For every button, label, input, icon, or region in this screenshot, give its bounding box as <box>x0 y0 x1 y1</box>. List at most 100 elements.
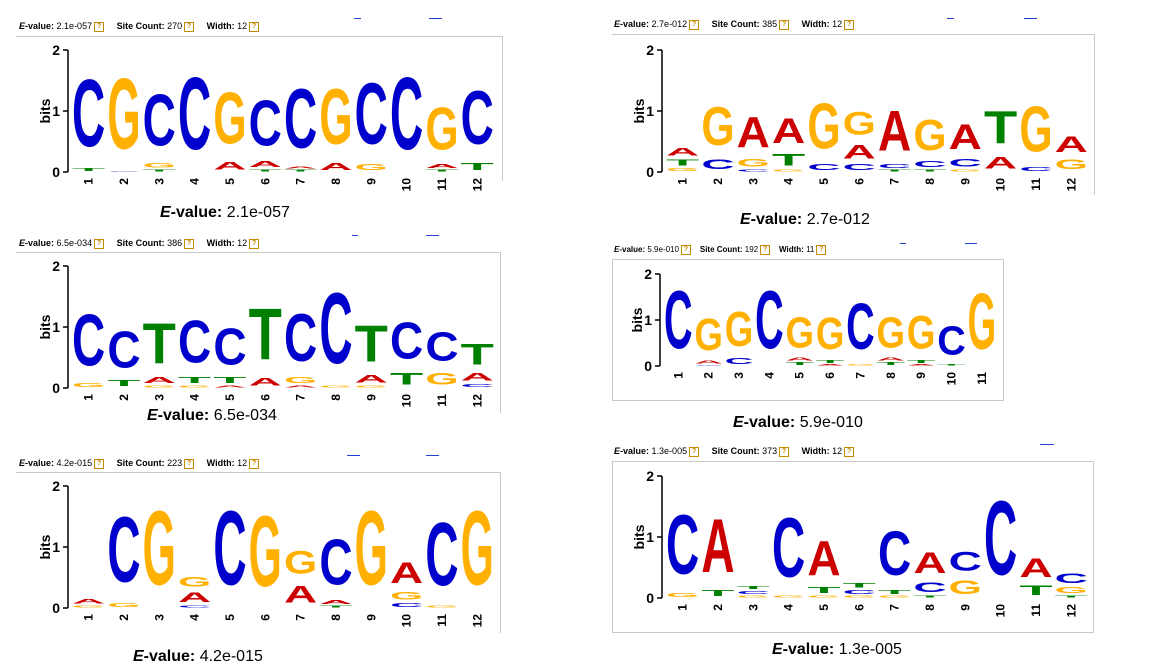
toolbar-dash-icon[interactable] <box>352 235 358 236</box>
logo-letter-C: C <box>846 291 875 364</box>
logo-letter-C: C <box>355 65 388 163</box>
position-label: 5 <box>817 178 831 185</box>
site-count-help-icon[interactable]: ? <box>779 446 790 457</box>
logo-letter-G: G <box>284 545 317 581</box>
width-help-icon[interactable]: ? <box>249 458 260 469</box>
toolbar-dash-icon[interactable] <box>426 455 439 456</box>
width-label: Width: <box>779 245 804 255</box>
logo-letter-A: A <box>319 599 352 605</box>
logo-letter-C: C <box>178 605 211 608</box>
logo-letter-T: T <box>249 169 283 172</box>
evalue-label: -value: <box>620 19 650 29</box>
toolbar-dash-icon[interactable] <box>947 18 954 19</box>
logo-letter-G: G <box>949 577 982 598</box>
caption-evalue: 5.9e-010 <box>799 414 863 431</box>
evalue-value: 1.3e-005 <box>651 446 688 456</box>
logo-letter-G: G <box>107 59 140 171</box>
logo-letter-C: C <box>390 313 423 370</box>
y-tick-label: 1 <box>52 103 60 119</box>
logo-letter-G: G <box>143 385 176 388</box>
width-help-icon[interactable]: ? <box>816 245 827 255</box>
logo-letter-C: C <box>284 300 317 376</box>
logo-letter-T: T <box>461 338 494 371</box>
logo-letter-A: A <box>425 163 458 169</box>
y-tick-label: 0 <box>646 164 654 180</box>
width-help-icon[interactable]: ? <box>249 238 260 249</box>
evalue-help-icon[interactable]: ? <box>94 21 105 32</box>
site-count-label: Site Count: <box>699 245 743 255</box>
logo-letter-A: A <box>390 557 423 590</box>
position-label: 6 <box>258 394 272 401</box>
logo-letter-C: C <box>878 518 911 589</box>
logo-letter-T: T <box>877 362 906 367</box>
y-axis-label: bits <box>37 314 53 339</box>
toolbar-dash-icon[interactable] <box>1040 444 1054 445</box>
logo-letter-C: C <box>843 589 876 595</box>
logo-letter-C: C <box>461 383 494 388</box>
logo-letter-A: A <box>737 108 770 157</box>
logo-letter-C: C <box>178 56 211 171</box>
logo-letter-C: C <box>1019 166 1052 172</box>
position-label: 5 <box>793 372 807 379</box>
toolbar-dash-icon[interactable] <box>354 18 361 19</box>
width-help-icon[interactable]: ? <box>844 19 855 30</box>
logo-letter-C: C <box>701 157 734 172</box>
evalue-label: -value: <box>620 446 650 456</box>
logo-letter-A: A <box>284 581 317 608</box>
position-label: 3 <box>746 178 760 185</box>
site-count-help-icon[interactable]: ? <box>184 238 195 249</box>
site-count-help-icon[interactable]: ? <box>184 21 195 32</box>
evalue-help-icon[interactable]: ? <box>680 245 691 255</box>
y-tick-label: 1 <box>644 312 652 328</box>
caption-e-label: E <box>133 648 144 665</box>
site-count-help-icon[interactable]: ? <box>779 19 790 30</box>
position-label: 1 <box>671 372 685 379</box>
logo-letter-C: C <box>1055 571 1088 586</box>
position-label: 10 <box>994 178 1008 192</box>
evalue-help-icon[interactable]: ? <box>689 446 700 457</box>
logo-letter-T: T <box>1055 595 1089 598</box>
toolbar-dash-icon[interactable] <box>900 243 906 244</box>
position-label: 9 <box>364 614 378 621</box>
logo-letter-T: T <box>249 293 282 376</box>
toolbar-dash-icon[interactable] <box>347 455 360 456</box>
caption-label: -value: <box>170 204 223 221</box>
evalue-help-icon[interactable]: ? <box>94 238 105 249</box>
logo-letter-G: G <box>355 385 388 388</box>
site-count-help-icon[interactable]: ? <box>760 245 771 255</box>
logo-letter-C: C <box>425 325 458 370</box>
logo-letter-T: T <box>843 582 877 589</box>
evalue-help-icon[interactable]: ? <box>689 19 700 30</box>
site-count-value: 223 <box>167 458 183 468</box>
logo-letter-G: G <box>737 595 770 598</box>
logo-letter-G: G <box>907 306 936 358</box>
position-label: 10 <box>400 178 414 192</box>
width-help-icon[interactable]: ? <box>249 21 260 32</box>
site-count-value: 385 <box>762 19 778 29</box>
y-tick-label: 1 <box>646 529 654 545</box>
logo-letter-A: A <box>877 357 906 362</box>
y-axis-label: bits <box>37 98 53 123</box>
logo-frame <box>16 252 501 413</box>
position-label: 4 <box>188 614 202 621</box>
logo-letter-A: A <box>249 376 282 388</box>
caption-e-label: E <box>733 414 744 431</box>
logo-letter-C: C <box>664 274 693 366</box>
toolbar-dash-icon[interactable] <box>965 243 977 244</box>
site-count-help-icon[interactable]: ? <box>184 458 195 469</box>
position-label: 10 <box>400 394 414 408</box>
toolbar-dash-icon[interactable] <box>429 18 442 19</box>
logo-letter-C: C <box>213 319 246 376</box>
logo-letter-T: T <box>72 167 106 172</box>
evalue-caption: E-value: 2.7e-012 <box>740 211 870 229</box>
position-label: 4 <box>188 178 202 185</box>
toolbar-dash-icon[interactable] <box>1024 18 1037 19</box>
logo-letter-A: A <box>701 504 734 589</box>
logo-letter-T: T <box>107 379 141 388</box>
site-count-value: 192 <box>744 245 759 255</box>
evalue-value: 2.1e-057 <box>56 21 93 31</box>
toolbar-dash-icon[interactable] <box>426 235 439 236</box>
position-label: 1 <box>676 604 690 611</box>
width-help-icon[interactable]: ? <box>844 446 855 457</box>
evalue-help-icon[interactable]: ? <box>94 458 105 469</box>
